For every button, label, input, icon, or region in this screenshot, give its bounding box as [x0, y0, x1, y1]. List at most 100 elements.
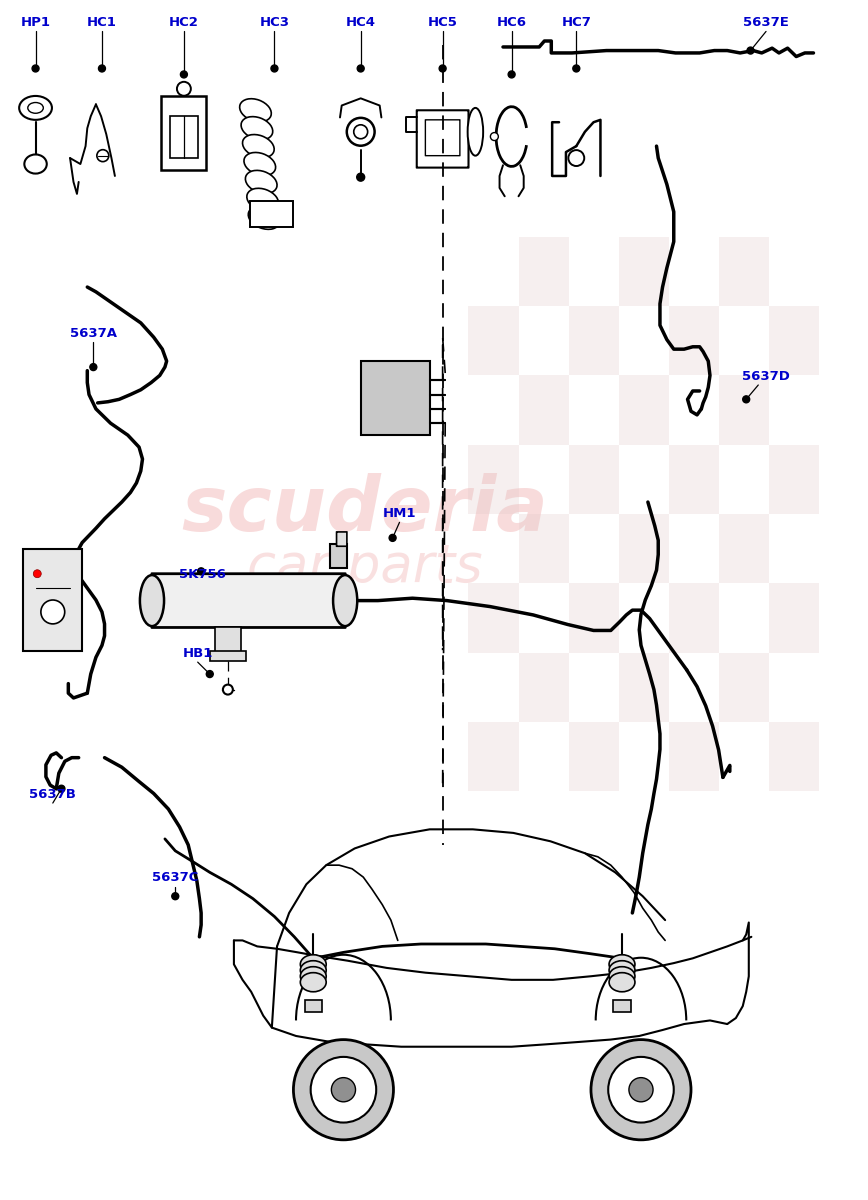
Ellipse shape — [240, 98, 272, 122]
Bar — [619, 376, 668, 445]
Ellipse shape — [609, 973, 635, 991]
Ellipse shape — [244, 152, 276, 175]
Ellipse shape — [300, 967, 326, 986]
Bar — [719, 376, 769, 445]
FancyBboxPatch shape — [361, 361, 430, 436]
Circle shape — [743, 396, 750, 403]
Circle shape — [347, 118, 375, 145]
FancyBboxPatch shape — [417, 110, 469, 168]
Ellipse shape — [609, 955, 635, 974]
Text: 5637B: 5637B — [30, 787, 76, 800]
Circle shape — [181, 71, 187, 78]
Text: HC2: HC2 — [169, 16, 199, 29]
Bar — [518, 376, 569, 445]
Bar — [619, 653, 668, 722]
Circle shape — [172, 893, 179, 900]
Text: 5637A: 5637A — [69, 326, 117, 340]
Text: car parts: car parts — [247, 540, 483, 593]
Circle shape — [177, 82, 191, 96]
Circle shape — [97, 150, 108, 162]
FancyBboxPatch shape — [250, 202, 293, 227]
Bar — [668, 583, 719, 653]
Text: 5637D: 5637D — [742, 370, 790, 383]
Ellipse shape — [247, 188, 279, 211]
Circle shape — [569, 150, 584, 166]
FancyBboxPatch shape — [23, 550, 82, 650]
Text: scuderia: scuderia — [181, 474, 549, 547]
Bar — [518, 514, 569, 583]
Circle shape — [90, 364, 97, 371]
Bar — [518, 236, 569, 306]
Circle shape — [271, 65, 278, 72]
FancyBboxPatch shape — [215, 628, 240, 654]
Circle shape — [629, 1078, 653, 1102]
FancyBboxPatch shape — [330, 544, 347, 568]
Bar — [668, 445, 719, 514]
Circle shape — [207, 671, 214, 678]
Bar — [518, 653, 569, 722]
Text: HC3: HC3 — [260, 16, 289, 29]
FancyBboxPatch shape — [161, 96, 207, 170]
Bar — [569, 306, 619, 376]
Bar — [668, 306, 719, 376]
Bar — [719, 514, 769, 583]
Text: HM1: HM1 — [383, 506, 417, 520]
Text: 5637E: 5637E — [743, 16, 789, 29]
Bar — [769, 306, 819, 376]
Circle shape — [33, 570, 42, 577]
Circle shape — [508, 71, 515, 78]
Circle shape — [439, 65, 446, 72]
Bar — [469, 583, 518, 653]
Bar — [769, 722, 819, 791]
Ellipse shape — [333, 575, 358, 626]
FancyBboxPatch shape — [152, 574, 345, 628]
Bar — [769, 445, 819, 514]
Circle shape — [223, 685, 233, 695]
Bar — [569, 583, 619, 653]
Bar — [619, 514, 668, 583]
Circle shape — [332, 1078, 356, 1102]
Circle shape — [58, 785, 65, 792]
Circle shape — [41, 600, 65, 624]
FancyBboxPatch shape — [425, 120, 460, 156]
Bar — [569, 445, 619, 514]
Ellipse shape — [246, 170, 277, 193]
FancyBboxPatch shape — [210, 652, 246, 661]
Circle shape — [389, 534, 396, 541]
Text: HC5: HC5 — [428, 16, 457, 29]
Bar — [719, 236, 769, 306]
Text: HC6: HC6 — [496, 16, 527, 29]
Circle shape — [354, 125, 368, 139]
Text: HC4: HC4 — [345, 16, 376, 29]
Circle shape — [293, 1039, 393, 1140]
Ellipse shape — [300, 961, 326, 980]
Circle shape — [591, 1039, 691, 1140]
Circle shape — [198, 568, 205, 575]
Circle shape — [98, 65, 105, 72]
Ellipse shape — [609, 961, 635, 980]
Bar — [619, 236, 668, 306]
FancyBboxPatch shape — [337, 532, 347, 546]
Ellipse shape — [242, 134, 274, 157]
Ellipse shape — [19, 96, 52, 120]
Bar — [668, 722, 719, 791]
Ellipse shape — [28, 102, 43, 113]
Bar — [469, 722, 518, 791]
Ellipse shape — [300, 955, 326, 974]
FancyBboxPatch shape — [170, 116, 198, 158]
Circle shape — [311, 1057, 376, 1122]
Circle shape — [747, 47, 754, 54]
Circle shape — [490, 132, 498, 140]
Ellipse shape — [609, 967, 635, 986]
Bar — [469, 445, 518, 514]
Text: 5637C: 5637C — [152, 871, 199, 884]
Text: HC1: HC1 — [87, 16, 117, 29]
Circle shape — [608, 1057, 674, 1122]
Ellipse shape — [140, 575, 164, 626]
Circle shape — [357, 173, 365, 181]
Bar — [719, 653, 769, 722]
Bar — [769, 583, 819, 653]
Text: HB1: HB1 — [182, 647, 213, 660]
Ellipse shape — [468, 108, 483, 156]
Text: HC7: HC7 — [562, 16, 591, 29]
